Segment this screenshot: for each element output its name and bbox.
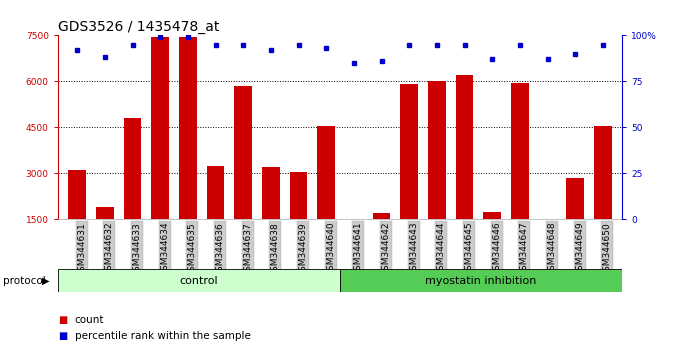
Text: GSM344642: GSM344642 <box>381 222 390 276</box>
Text: GSM344637: GSM344637 <box>243 222 252 276</box>
Text: ■: ■ <box>58 315 67 325</box>
Bar <box>428 81 446 266</box>
Bar <box>539 219 556 266</box>
Bar <box>207 166 224 266</box>
Text: GSM344634: GSM344634 <box>160 222 169 276</box>
Bar <box>483 212 501 266</box>
Bar <box>179 37 197 266</box>
Text: GSM344648: GSM344648 <box>547 222 556 276</box>
Text: GSM344643: GSM344643 <box>409 222 418 276</box>
Text: GSM344641: GSM344641 <box>354 222 363 276</box>
Text: percentile rank within the sample: percentile rank within the sample <box>75 331 251 341</box>
Text: GSM344646: GSM344646 <box>492 222 501 276</box>
Bar <box>262 167 280 266</box>
Text: count: count <box>75 315 104 325</box>
Bar <box>400 85 418 266</box>
Text: ▶: ▶ <box>42 275 50 286</box>
Bar <box>566 178 584 266</box>
Text: protocol: protocol <box>3 275 46 286</box>
Text: GSM344635: GSM344635 <box>188 222 197 276</box>
Text: GSM344644: GSM344644 <box>437 222 446 276</box>
Text: GSM344636: GSM344636 <box>216 222 224 276</box>
Bar <box>96 207 114 266</box>
Bar <box>373 213 390 266</box>
Text: GSM344647: GSM344647 <box>520 222 529 276</box>
Bar <box>594 126 612 266</box>
Text: GSM344639: GSM344639 <box>299 222 307 276</box>
Bar <box>317 126 335 266</box>
Bar <box>124 118 141 266</box>
Text: GSM344633: GSM344633 <box>133 222 141 276</box>
Text: GSM344640: GSM344640 <box>326 222 335 276</box>
Bar <box>68 170 86 266</box>
Bar <box>290 172 307 266</box>
Text: ■: ■ <box>58 331 67 341</box>
Bar <box>456 75 473 266</box>
Text: GSM344645: GSM344645 <box>464 222 473 276</box>
Bar <box>58 269 340 292</box>
Bar <box>340 269 622 292</box>
Text: control: control <box>180 275 218 286</box>
Text: GSM344631: GSM344631 <box>77 222 86 276</box>
Bar <box>345 223 363 266</box>
Text: GSM344632: GSM344632 <box>105 222 114 276</box>
Text: GSM344649: GSM344649 <box>575 222 584 276</box>
Bar <box>151 37 169 266</box>
Text: GSM344638: GSM344638 <box>271 222 280 276</box>
Bar <box>511 83 529 266</box>
Text: myostatin inhibition: myostatin inhibition <box>426 275 537 286</box>
Text: GSM344650: GSM344650 <box>603 222 612 276</box>
Bar <box>234 86 252 266</box>
Text: GDS3526 / 1435478_at: GDS3526 / 1435478_at <box>58 21 219 34</box>
